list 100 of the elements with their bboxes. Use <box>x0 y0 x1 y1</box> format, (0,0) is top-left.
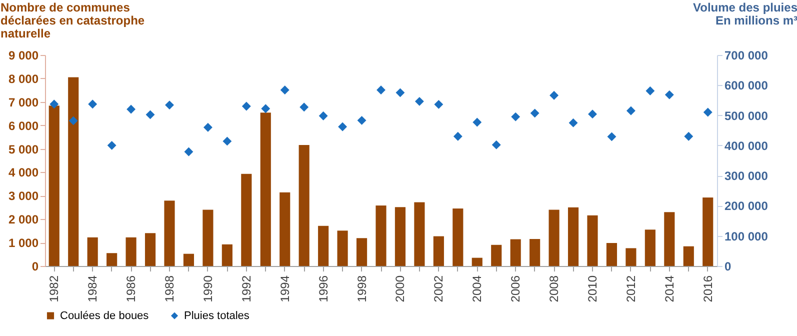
point <box>50 100 59 109</box>
y-tick-label: 4 000 <box>8 166 39 180</box>
point <box>338 122 348 132</box>
point <box>472 118 482 127</box>
point <box>626 106 636 116</box>
legend-label: Pluies totales <box>184 310 250 322</box>
point <box>588 110 597 119</box>
point <box>165 100 174 110</box>
y-tick-label: 1 000 <box>8 236 39 250</box>
point <box>222 136 232 146</box>
y2-tick-label: 300 000 <box>724 169 768 184</box>
bar <box>222 244 232 266</box>
bar <box>644 230 656 266</box>
x-tick-label: 1988 <box>162 275 176 302</box>
point <box>357 116 366 125</box>
x-tick-label: 1998 <box>354 275 369 302</box>
bar <box>548 210 560 266</box>
bar <box>202 210 214 266</box>
x-tick-label: 1996 <box>316 275 330 302</box>
point <box>646 86 655 96</box>
y2-axis-title: Volume des pluies En millions m³ <box>693 0 797 28</box>
bar <box>394 207 406 266</box>
x-tick-label: 2016 <box>700 275 715 302</box>
x-tick-label: 1982 <box>47 275 62 302</box>
x-tick-label: 1984 <box>86 275 100 302</box>
bar <box>183 254 194 266</box>
bar <box>68 77 79 266</box>
bar <box>280 192 290 266</box>
point <box>203 122 212 132</box>
point <box>396 88 405 98</box>
point <box>242 102 251 111</box>
bar <box>626 248 636 266</box>
x-tick-label: 1990 <box>200 275 215 302</box>
bar <box>87 237 98 266</box>
x-tick-label: 2008 <box>547 275 562 302</box>
point <box>703 108 712 117</box>
legend-label: Coulées de boues <box>60 310 150 322</box>
point <box>434 100 444 109</box>
bar <box>491 244 502 266</box>
point <box>88 100 98 109</box>
x-tick-label: 1994 <box>278 275 292 302</box>
bar <box>376 206 386 266</box>
point <box>453 132 462 141</box>
bar <box>414 202 425 266</box>
bar <box>106 253 118 266</box>
bar <box>164 200 175 266</box>
y-tick-label: 3 000 <box>8 189 39 204</box>
bar <box>337 230 348 266</box>
point <box>376 85 386 94</box>
y2-tick-label: 600 000 <box>724 78 768 93</box>
point <box>664 90 674 100</box>
point <box>568 118 578 128</box>
point <box>184 147 194 156</box>
bar <box>568 207 579 266</box>
y2-tick-label: 400 000 <box>724 138 768 153</box>
point <box>530 108 540 118</box>
bar <box>356 238 368 266</box>
y-tick-label: 7 000 <box>8 95 39 110</box>
point <box>511 112 520 122</box>
point <box>414 96 424 106</box>
point <box>684 132 694 141</box>
bar <box>510 239 521 266</box>
bar <box>241 174 252 266</box>
y-tick-label: 9 000 <box>8 48 39 62</box>
point <box>607 132 616 142</box>
point <box>146 110 155 120</box>
bar <box>702 198 714 266</box>
x-tick-label: 1992 <box>239 275 254 302</box>
bar <box>48 106 60 266</box>
point <box>107 140 116 150</box>
y2-tick-label: 100 000 <box>724 229 768 244</box>
x-tick-label: 2002 <box>432 275 446 302</box>
y2-tick-label: 200 000 <box>724 199 768 214</box>
point <box>126 104 136 114</box>
bar <box>530 239 540 266</box>
bar <box>433 236 444 266</box>
bar <box>144 233 156 266</box>
y-axis-title: Nombre de communes déclarées en catastrophe naturelle <box>0 0 145 40</box>
y-tick-label: 5 000 <box>8 142 39 156</box>
y2-tick-label: 0 <box>724 260 732 274</box>
y2-tick-label: 700 000 <box>724 48 768 62</box>
bar <box>298 145 310 266</box>
bar <box>587 215 598 266</box>
point <box>280 85 290 94</box>
bar <box>126 237 136 266</box>
point <box>261 104 270 114</box>
x-tick-label: 1986 <box>124 275 138 302</box>
bar <box>472 258 482 266</box>
bar <box>318 226 329 266</box>
y-tick-label: 6 000 <box>8 118 39 133</box>
x-tick-label: 2010 <box>586 275 600 302</box>
y2-tick-label: 500 000 <box>724 108 768 123</box>
point <box>492 140 501 150</box>
bar <box>452 208 464 266</box>
bar <box>260 112 271 266</box>
x-tick-label: 2004 <box>470 275 484 302</box>
bar <box>683 246 694 266</box>
y-tick-label: 2 000 <box>8 212 39 227</box>
x-tick-label: 2006 <box>508 275 523 302</box>
y-tick-label: 0 <box>32 260 39 274</box>
